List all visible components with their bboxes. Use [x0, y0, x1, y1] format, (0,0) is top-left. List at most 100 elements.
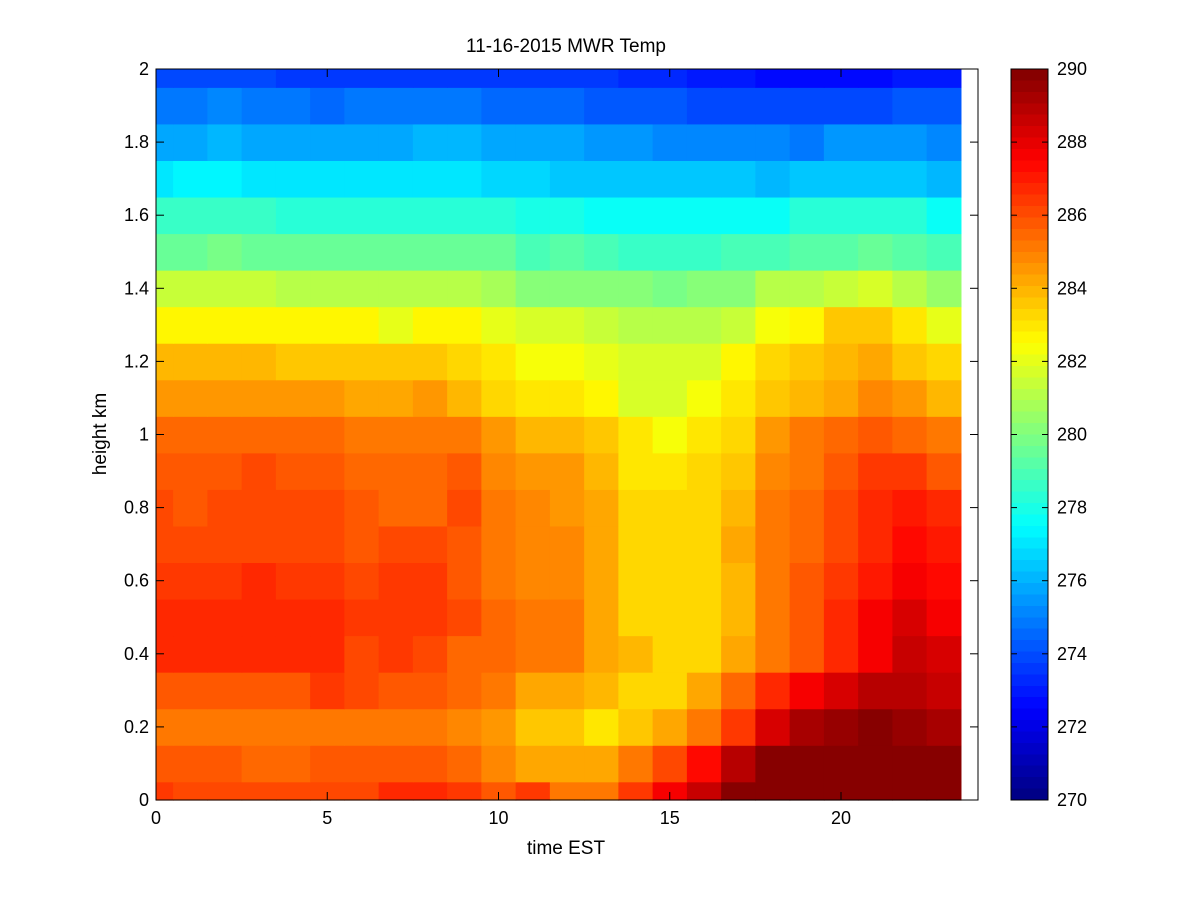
- heatmap-cell: [823, 635, 859, 673]
- heatmap-cell: [344, 270, 380, 308]
- heatmap-cell: [481, 562, 517, 600]
- x-tick-label: 5: [322, 808, 332, 828]
- heatmap-cell: [926, 489, 962, 527]
- heatmap-cell: [447, 781, 482, 801]
- heatmap-cell: [207, 598, 243, 637]
- heatmap-cell: [823, 452, 859, 490]
- heatmap-cell: [686, 69, 722, 88]
- y-axis: 0 0.2 0.4 0.6 0.8 1 1.2 1.4 1.6 1.8 2: [124, 59, 978, 810]
- heatmap-cell: [378, 196, 414, 235]
- heatmap-cell: [584, 525, 619, 564]
- heatmap-cell: [721, 270, 756, 308]
- heatmap-cell: [858, 745, 893, 783]
- heatmap-cell: [344, 87, 380, 125]
- heatmap-cell: [447, 123, 482, 161]
- heatmap-cell: [481, 270, 517, 308]
- heatmap-cell: [686, 489, 722, 527]
- heatmap-cell: [618, 306, 654, 344]
- heatmap-cell: [858, 123, 893, 161]
- heatmap-cell: [447, 196, 482, 235]
- heatmap-cell: [721, 343, 756, 381]
- heatmap-cell: [173, 745, 208, 783]
- heatmap-cell: [789, 781, 825, 801]
- heatmap-cell: [823, 270, 859, 308]
- heatmap-cell: [926, 196, 962, 235]
- heatmap-cell: [447, 745, 482, 783]
- colorbar-tick-label: 284: [1057, 278, 1087, 298]
- heatmap-cell: [275, 672, 311, 710]
- heatmap-cell: [481, 87, 517, 125]
- heatmap-cell: [755, 562, 791, 600]
- heatmap-cell: [275, 270, 311, 308]
- heatmap-cell: [241, 672, 277, 710]
- heatmap-cell: [652, 69, 688, 88]
- heatmap-cell: [310, 525, 345, 564]
- heatmap-cell: [858, 87, 893, 125]
- heatmap-cell: [173, 672, 208, 710]
- heatmap-cell: [412, 343, 448, 381]
- heatmap-cell: [481, 343, 517, 381]
- heatmap-cell: [892, 87, 928, 125]
- heatmap-cell: [275, 745, 311, 783]
- heatmap-cell: [241, 379, 277, 417]
- heatmap-cell: [686, 379, 722, 417]
- heatmap-cell: [275, 160, 311, 198]
- heatmap-cell: [721, 123, 756, 161]
- heatmap-cell: [412, 270, 448, 308]
- heatmap-cell: [789, 489, 825, 527]
- heatmap-cell: [310, 745, 345, 783]
- heatmap-cell: [789, 123, 825, 161]
- heatmap-cell: [789, 343, 825, 381]
- heatmap-cell: [275, 525, 311, 564]
- heatmap-cell: [275, 196, 311, 235]
- colorbar-tick-label: 274: [1057, 644, 1087, 664]
- heatmap-cell: [447, 416, 482, 454]
- colorbar-tick-label: 270: [1057, 790, 1087, 810]
- heatmap-cell: [926, 672, 962, 710]
- heatmap-cell: [412, 379, 448, 417]
- heatmap-cell: [481, 635, 517, 673]
- heatmap-cell: [241, 562, 277, 600]
- heatmap-cell: [344, 745, 380, 783]
- heatmap-cell: [310, 87, 345, 125]
- heatmap-cell: [686, 598, 722, 637]
- x-axis-label: time EST: [527, 838, 606, 859]
- heatmap-cell: [858, 233, 893, 271]
- heatmap-cell: [584, 489, 619, 527]
- heatmap-cell: [173, 452, 208, 490]
- heatmap-cell: [207, 745, 243, 783]
- heatmap-cell: [447, 452, 482, 490]
- heatmap-cell: [207, 123, 243, 161]
- y-tick-label: 0.4: [124, 644, 149, 664]
- heatmap-cell: [823, 672, 859, 710]
- heatmap-cell: [378, 452, 414, 490]
- heatmap-cell: [344, 635, 380, 673]
- heatmap-cell: [173, 69, 208, 88]
- heatmap-cell: [858, 270, 893, 308]
- heatmap-cell: [447, 708, 482, 746]
- heatmap-cell: [652, 306, 688, 344]
- heatmap-cell: [823, 306, 859, 344]
- heatmap-cell: [241, 343, 277, 381]
- heatmap-cell: [310, 306, 345, 344]
- heatmap-cell: [858, 379, 893, 417]
- heatmap-cell: [549, 233, 585, 271]
- heatmap-cell: [412, 306, 448, 344]
- heatmap-cell: [584, 87, 619, 125]
- heatmap-cell: [755, 416, 791, 454]
- heatmap-cell: [823, 379, 859, 417]
- heatmap-cell: [310, 160, 345, 198]
- heatmap-cell: [447, 672, 482, 710]
- heatmap-cell: [515, 270, 551, 308]
- heatmap-cell: [447, 69, 482, 88]
- heatmap-cell: [686, 416, 722, 454]
- heatmap-cell: [275, 343, 311, 381]
- heatmap-cell: [207, 233, 243, 271]
- heatmap-cell: [275, 69, 311, 88]
- heatmap-cell: [447, 343, 482, 381]
- heatmap-cell: [344, 672, 380, 710]
- y-axis-label: height km: [90, 393, 111, 475]
- heatmap-cell: [378, 416, 414, 454]
- heatmap-cell: [549, 196, 585, 235]
- heatmap-cell: [823, 233, 859, 271]
